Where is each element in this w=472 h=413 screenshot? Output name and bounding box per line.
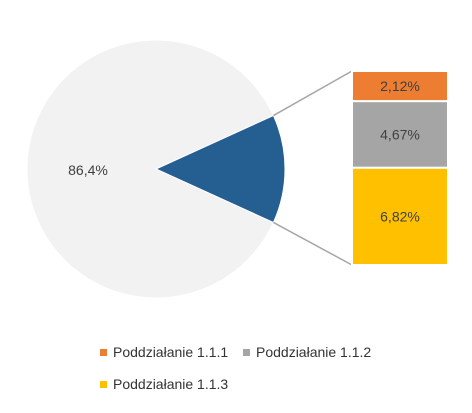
pie-slice-other: [154, 114, 286, 224]
bar-segment-3: [351, 166, 449, 267]
connector-line-top: [273, 70, 353, 117]
bar-segment-label-1: 2,12%: [380, 78, 420, 94]
bar-segment-label-2: 4,67%: [380, 127, 420, 143]
bar-segment-label-3: 6,82%: [380, 208, 420, 224]
pie-slice-main-label: 86,4%: [68, 162, 108, 178]
bar-segment-1: [351, 70, 449, 103]
pie: 86,4%: [26, 39, 286, 299]
pie-slice-main: [26, 39, 275, 299]
stacked-bar: 2,12% 4,67% 6,82%: [351, 70, 449, 267]
connector-lines: [273, 70, 353, 266]
bar-segment-2: [351, 100, 449, 169]
connector-line-bottom: [273, 221, 353, 266]
